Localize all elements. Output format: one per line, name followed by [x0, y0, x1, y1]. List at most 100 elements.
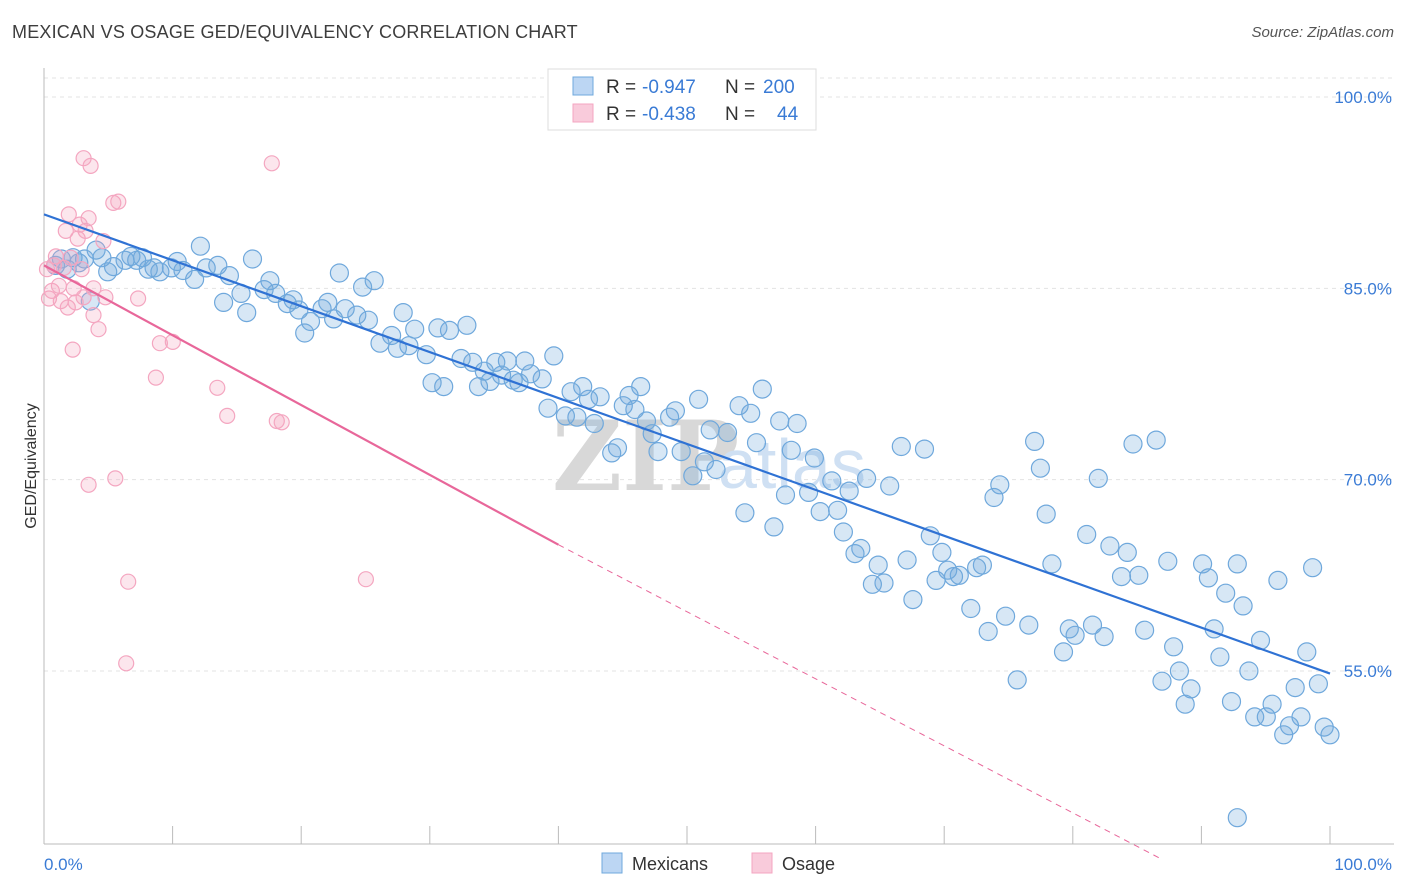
mexicans-point	[1291, 707, 1311, 727]
mexicans-point	[335, 299, 355, 319]
mexicans-point	[1320, 725, 1340, 745]
osage-point	[120, 573, 137, 590]
mexicans-point	[318, 292, 338, 312]
mexicans-point	[584, 413, 604, 434]
series-legend: Mexicans Osage	[601, 852, 835, 874]
osage-point	[64, 341, 81, 358]
mexicans-point	[729, 396, 749, 416]
osage-point	[107, 470, 124, 487]
mexicans-point	[422, 373, 442, 393]
mexicans-point	[1129, 565, 1149, 585]
mexicans-point	[480, 371, 500, 391]
mexicans-point	[961, 598, 981, 619]
mexicans-point	[764, 517, 784, 537]
mexicans-point	[995, 606, 1016, 626]
mexicans-point	[1297, 642, 1317, 662]
osage-point	[273, 414, 290, 431]
mexicans-point	[891, 436, 911, 457]
osage-point	[80, 210, 97, 227]
mexicans-point	[856, 468, 877, 488]
mexicans-point	[874, 573, 894, 593]
osage-trendline-extension	[558, 544, 1164, 861]
x-tick-label-0: 0.0%	[44, 855, 83, 874]
mexicans-point	[1036, 504, 1056, 524]
osage-points	[38, 150, 374, 672]
mexicans-point	[949, 565, 969, 585]
mexicans-point	[741, 403, 761, 423]
mexicans-point	[1262, 694, 1282, 714]
mexicans-point	[428, 318, 448, 338]
mexicans-point	[329, 263, 349, 283]
osage-point	[151, 335, 168, 352]
mexicans-point	[1030, 458, 1051, 478]
mexicans-point	[1245, 707, 1265, 727]
mexicans-point	[1053, 642, 1074, 662]
mexicans-point	[1082, 615, 1103, 635]
mexicans-swatch	[572, 76, 594, 96]
y-tick-label-0: 55.0%	[1344, 662, 1392, 681]
mexicans-point	[804, 448, 825, 468]
mexicans-point	[544, 346, 564, 366]
mexicans-point	[1077, 524, 1097, 545]
osage-point	[62, 249, 79, 266]
mexicans-point	[1302, 558, 1323, 578]
mexicans-point	[520, 364, 541, 384]
y-tick-label-3: 100.0%	[1334, 88, 1392, 107]
mexicans-point	[347, 305, 367, 325]
mexicans-point	[978, 621, 998, 642]
osage-swatch	[572, 103, 594, 123]
mexicans-point	[845, 543, 865, 564]
mexicans-point	[648, 442, 668, 462]
mexicans-point	[868, 555, 888, 575]
mexicans-point	[497, 351, 517, 371]
mexicans-r-label: R =	[606, 77, 636, 98]
mexicans-point	[717, 422, 738, 443]
mexicans-point	[515, 351, 535, 371]
osage-n-label: N =	[725, 104, 755, 125]
mexicans-point	[607, 438, 628, 458]
mexicans-point	[1088, 468, 1108, 488]
source-label: Source: ZipAtlas.com	[1251, 24, 1394, 41]
mexicans-point	[103, 257, 124, 277]
mexicans-point	[573, 377, 593, 397]
chart-title: MEXICAN VS OSAGE GED/EQUIVALENCY CORRELA…	[12, 22, 578, 42]
mexicans-point	[1042, 554, 1062, 574]
mexicans-point	[214, 292, 234, 312]
watermark-zip: ZIP	[552, 400, 739, 513]
mexicans-point	[451, 348, 471, 369]
mexicans-point	[289, 300, 309, 320]
mexicans-point	[190, 236, 210, 256]
mexicans-points	[45, 236, 1340, 828]
legend-osage-swatch	[751, 852, 773, 874]
mexicans-point	[434, 377, 454, 397]
mexicans-point	[1314, 717, 1334, 737]
mexicans-point	[613, 396, 633, 416]
mexicans-point	[880, 476, 900, 496]
mexicans-point	[1065, 625, 1085, 645]
mexicans-point	[775, 485, 796, 505]
mexicans-point	[150, 262, 170, 282]
mexicans-point	[1221, 691, 1242, 712]
mexicans-point	[735, 503, 755, 523]
mexicans-point	[631, 377, 651, 397]
stats-legend: R = -0.947 N = 200 R = -0.438 N = 44	[547, 68, 817, 131]
mexicans-point	[1216, 583, 1236, 603]
mexicans-point	[242, 249, 263, 269]
osage-point	[263, 155, 280, 172]
mexicans-point	[405, 319, 425, 339]
x-tick-label-1: 100.0%	[1334, 855, 1392, 874]
osage-point	[219, 407, 236, 424]
mexicans-point	[665, 401, 686, 421]
osage-point	[82, 157, 99, 174]
mexicans-point	[833, 522, 854, 542]
osage-point	[209, 379, 226, 396]
axes	[43, 68, 1394, 845]
mexicans-point	[1111, 566, 1132, 587]
mexicans-point	[1007, 670, 1027, 690]
mexicans-point	[706, 459, 726, 480]
mexicans-point	[1239, 661, 1259, 681]
mexicans-point	[1024, 431, 1045, 451]
mexicans-point	[1146, 430, 1166, 450]
mexicans-point	[538, 398, 558, 418]
mexicans-point	[746, 433, 767, 453]
